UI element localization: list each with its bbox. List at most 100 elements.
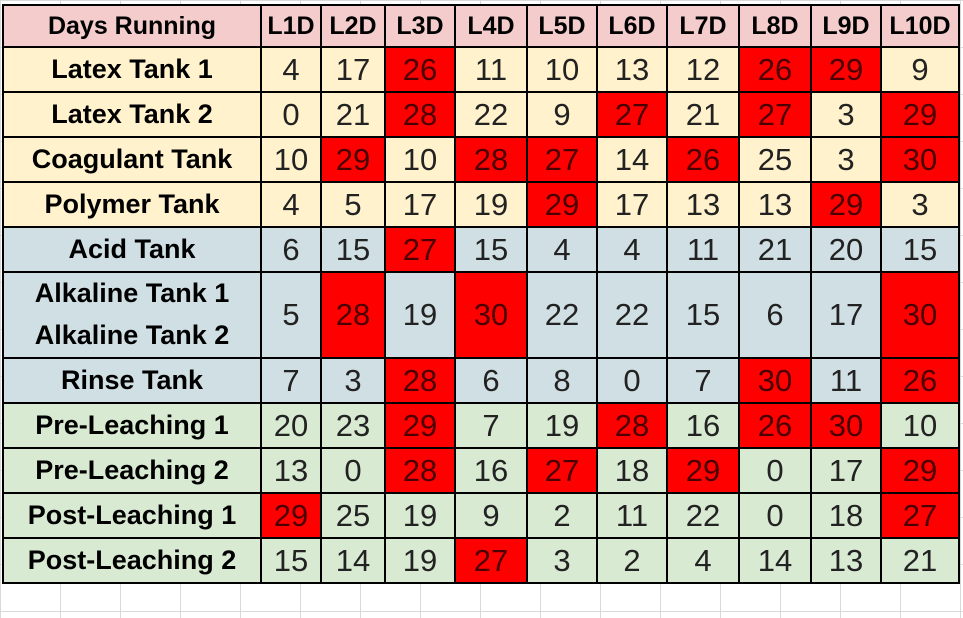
value-cell[interactable]: 29 (260, 492, 322, 539)
value-cell[interactable]: 17 (810, 447, 882, 494)
value-cell[interactable]: 4 (666, 537, 740, 584)
column-header[interactable]: L10D (880, 4, 960, 48)
value-cell[interactable]: 14 (738, 537, 812, 584)
value-cell[interactable]: 11 (666, 226, 740, 273)
value-cell[interactable]: 17 (320, 46, 386, 93)
value-cell[interactable]: 7 (454, 402, 528, 449)
value-cell[interactable]: 19 (526, 402, 598, 449)
value-cell[interactable]: 4 (260, 46, 322, 93)
value-cell[interactable]: 29 (384, 402, 456, 449)
value-cell[interactable]: 29 (320, 136, 386, 183)
value-cell[interactable]: 3 (810, 91, 882, 138)
row-label[interactable]: Coagulant Tank (2, 136, 262, 183)
column-header[interactable]: L7D (666, 4, 740, 48)
value-cell[interactable]: 18 (810, 492, 882, 539)
value-cell[interactable]: 25 (320, 492, 386, 539)
corner-header[interactable]: Days Running (2, 4, 262, 48)
value-cell[interactable]: 0 (260, 91, 322, 138)
value-cell[interactable]: 10 (880, 402, 960, 449)
row-label[interactable]: Polymer Tank (2, 181, 262, 228)
row-label[interactable]: Alkaline Tank 1 Alkaline Tank 2 (2, 271, 262, 359)
value-cell[interactable]: 4 (526, 226, 598, 273)
value-cell[interactable]: 19 (384, 271, 456, 359)
value-cell[interactable]: 28 (596, 402, 668, 449)
value-cell[interactable]: 27 (738, 91, 812, 138)
column-header[interactable]: L8D (738, 4, 812, 48)
value-cell[interactable]: 13 (738, 181, 812, 228)
value-cell[interactable]: 6 (738, 271, 812, 359)
column-header[interactable]: L4D (454, 4, 528, 48)
value-cell[interactable]: 27 (526, 447, 598, 494)
row-label[interactable]: Latex Tank 2 (2, 91, 262, 138)
value-cell[interactable]: 16 (454, 447, 528, 494)
column-header[interactable]: L6D (596, 4, 668, 48)
value-cell[interactable]: 3 (880, 181, 960, 228)
value-cell[interactable]: 26 (880, 357, 960, 404)
value-cell[interactable]: 3 (320, 357, 386, 404)
value-cell[interactable]: 17 (384, 181, 456, 228)
value-cell[interactable]: 6 (260, 226, 322, 273)
value-cell[interactable]: 22 (666, 492, 740, 539)
value-cell[interactable]: 16 (666, 402, 740, 449)
row-label[interactable]: Rinse Tank (2, 357, 262, 404)
value-cell[interactable]: 13 (596, 46, 668, 93)
value-cell[interactable]: 5 (260, 271, 322, 359)
value-cell[interactable]: 14 (596, 136, 668, 183)
value-cell[interactable]: 22 (526, 271, 598, 359)
value-cell[interactable]: 10 (526, 46, 598, 93)
value-cell[interactable]: 2 (526, 492, 598, 539)
value-cell[interactable]: 13 (260, 447, 322, 494)
value-cell[interactable]: 19 (384, 537, 456, 584)
value-cell[interactable]: 30 (880, 136, 960, 183)
value-cell[interactable]: 7 (260, 357, 322, 404)
value-cell[interactable]: 15 (454, 226, 528, 273)
row-label[interactable]: Latex Tank 1 (2, 46, 262, 93)
value-cell[interactable]: 10 (384, 136, 456, 183)
column-header[interactable]: L3D (384, 4, 456, 48)
value-cell[interactable]: 11 (810, 357, 882, 404)
column-header[interactable]: L2D (320, 4, 386, 48)
value-cell[interactable]: 15 (666, 271, 740, 359)
value-cell[interactable]: 12 (666, 46, 740, 93)
value-cell[interactable]: 21 (320, 91, 386, 138)
value-cell[interactable]: 11 (454, 46, 528, 93)
value-cell[interactable]: 15 (260, 537, 322, 584)
value-cell[interactable]: 26 (738, 402, 812, 449)
value-cell[interactable]: 23 (320, 402, 386, 449)
value-cell[interactable]: 3 (526, 537, 598, 584)
value-cell[interactable]: 26 (738, 46, 812, 93)
value-cell[interactable]: 13 (666, 181, 740, 228)
value-cell[interactable]: 11 (596, 492, 668, 539)
value-cell[interactable]: 4 (596, 226, 668, 273)
value-cell[interactable]: 29 (810, 181, 882, 228)
value-cell[interactable]: 29 (880, 91, 960, 138)
column-header[interactable]: L9D (810, 4, 882, 48)
value-cell[interactable]: 29 (880, 447, 960, 494)
value-cell[interactable]: 18 (596, 447, 668, 494)
row-label[interactable]: Post-Leaching 2 (2, 537, 262, 584)
value-cell[interactable]: 3 (810, 136, 882, 183)
row-label[interactable]: Pre-Leaching 2 (2, 447, 262, 494)
value-cell[interactable]: 0 (320, 447, 386, 494)
value-cell[interactable]: 20 (810, 226, 882, 273)
value-cell[interactable]: 26 (666, 136, 740, 183)
value-cell[interactable]: 21 (738, 226, 812, 273)
value-cell[interactable]: 7 (666, 357, 740, 404)
value-cell[interactable]: 5 (320, 181, 386, 228)
value-cell[interactable]: 9 (880, 46, 960, 93)
value-cell[interactable]: 29 (810, 46, 882, 93)
value-cell[interactable]: 14 (320, 537, 386, 584)
value-cell[interactable]: 28 (454, 136, 528, 183)
value-cell[interactable]: 30 (454, 271, 528, 359)
value-cell[interactable]: 13 (810, 537, 882, 584)
value-cell[interactable]: 6 (454, 357, 528, 404)
value-cell[interactable]: 21 (666, 91, 740, 138)
row-label[interactable]: Post-Leaching 1 (2, 492, 262, 539)
value-cell[interactable]: 29 (526, 181, 598, 228)
value-cell[interactable]: 0 (596, 357, 668, 404)
value-cell[interactable]: 28 (320, 271, 386, 359)
value-cell[interactable]: 0 (738, 492, 812, 539)
value-cell[interactable]: 17 (596, 181, 668, 228)
value-cell[interactable]: 9 (454, 492, 528, 539)
value-cell[interactable]: 30 (810, 402, 882, 449)
